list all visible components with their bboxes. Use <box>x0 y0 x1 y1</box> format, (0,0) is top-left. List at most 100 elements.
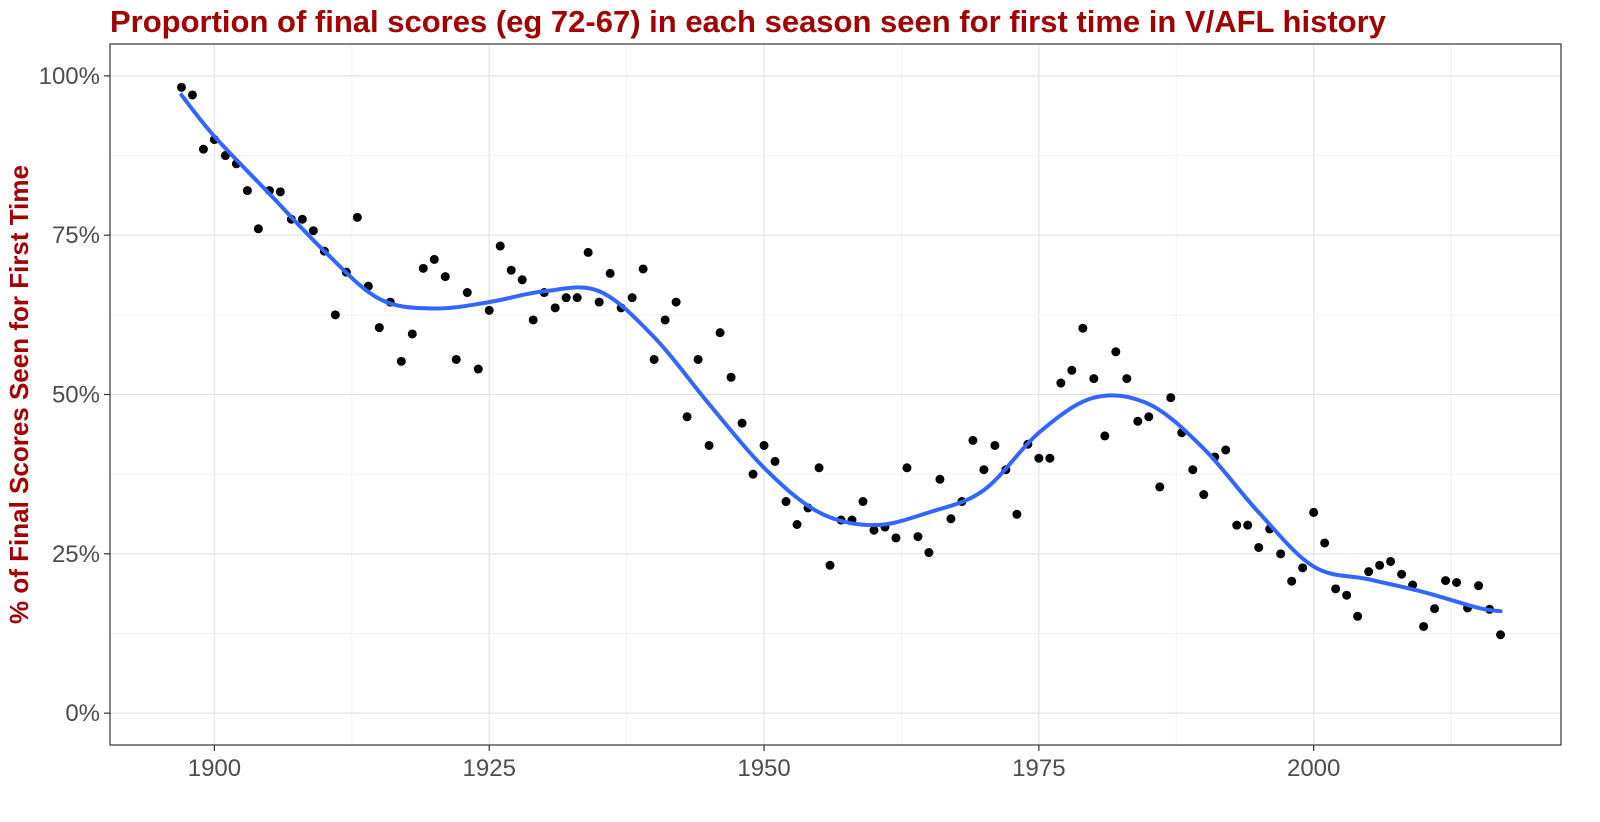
data-point <box>935 474 945 484</box>
data-point <box>583 247 593 257</box>
data-point <box>451 354 461 364</box>
data-point <box>506 265 516 275</box>
x-tick-label: 2000 <box>1287 755 1340 782</box>
data-point <box>1419 621 1429 631</box>
data-point <box>418 263 428 273</box>
data-point <box>902 463 912 473</box>
data-point <box>858 497 868 507</box>
data-point <box>1078 323 1088 333</box>
y-tick-label: 100% <box>39 63 100 90</box>
data-point <box>440 272 450 282</box>
data-point <box>1221 445 1231 455</box>
x-tick-label: 1950 <box>737 755 790 782</box>
data-point <box>726 372 736 382</box>
data-point <box>1034 453 1044 463</box>
data-point <box>891 533 901 543</box>
data-point <box>462 288 472 298</box>
data-point <box>550 303 560 313</box>
data-point <box>1243 520 1253 530</box>
data-point <box>1298 563 1308 573</box>
data-point <box>770 456 780 466</box>
data-point <box>1056 378 1066 388</box>
data-point <box>1188 465 1198 475</box>
data-point <box>352 212 362 222</box>
data-point <box>715 328 725 338</box>
data-point <box>924 548 934 558</box>
data-point <box>561 293 571 303</box>
data-point <box>1133 416 1143 426</box>
data-point <box>1397 569 1407 579</box>
data-point <box>1474 581 1484 591</box>
data-point <box>627 293 637 303</box>
data-point <box>198 144 208 154</box>
data-point <box>242 186 252 196</box>
data-point <box>1452 577 1462 587</box>
data-point <box>407 329 417 339</box>
y-tick-label: 25% <box>52 541 100 568</box>
y-tick-label: 0% <box>65 700 100 727</box>
data-point <box>660 315 670 325</box>
data-point <box>396 356 406 366</box>
data-point <box>473 364 483 374</box>
data-point <box>1342 590 1352 600</box>
data-point <box>176 82 186 92</box>
data-point <box>594 297 604 307</box>
data-point <box>1045 453 1055 463</box>
y-tick-label: 75% <box>52 222 100 249</box>
data-point <box>253 224 263 234</box>
data-point <box>748 469 758 479</box>
data-point <box>1166 393 1176 403</box>
data-point <box>1309 507 1319 517</box>
x-tick-label: 1925 <box>463 755 516 782</box>
data-point <box>308 226 318 236</box>
data-point <box>1089 374 1099 384</box>
data-point <box>187 90 197 100</box>
x-tick-label: 1900 <box>188 755 241 782</box>
data-point <box>968 435 978 445</box>
data-point <box>814 463 824 473</box>
data-point <box>1254 542 1264 552</box>
grid-lines <box>110 44 1561 745</box>
data-point <box>759 440 769 450</box>
data-point <box>693 354 703 364</box>
data-point <box>704 440 714 450</box>
data-point <box>1331 584 1341 594</box>
data-point <box>869 525 879 535</box>
data-point <box>1012 509 1022 519</box>
data-point <box>275 187 285 197</box>
data-point <box>792 520 802 530</box>
data-point <box>1441 576 1451 586</box>
data-point <box>484 305 494 315</box>
data-point <box>1199 490 1209 500</box>
data-point <box>649 354 659 364</box>
data-point <box>1232 520 1242 530</box>
data-point <box>1287 576 1297 586</box>
data-point <box>1276 549 1286 559</box>
data-point <box>517 275 527 285</box>
data-point <box>671 297 681 307</box>
data-point <box>682 412 692 422</box>
data-point <box>946 514 956 524</box>
smoothed-trend-line <box>179 92 1503 614</box>
data-point <box>1375 560 1385 570</box>
data-point <box>1144 412 1154 422</box>
axis-ticks: 1900 1925 1950 1975 2000 0% 25% 50% 75% 100% <box>39 63 1341 782</box>
data-point <box>1430 604 1440 614</box>
data-point <box>1155 482 1165 492</box>
data-point <box>495 241 505 251</box>
data-point <box>572 293 582 303</box>
data-point <box>1122 374 1132 384</box>
data-point <box>990 440 1000 450</box>
data-point <box>1111 347 1121 357</box>
x-tick-label: 1975 <box>1012 755 1065 782</box>
data-point <box>638 264 648 274</box>
data-point <box>374 323 384 333</box>
data-point <box>825 560 835 570</box>
y-axis-label: % of Final Scores Seen for First Time <box>4 165 34 624</box>
chart-title: Proportion of final scores (eg 72-67) in… <box>110 4 1387 39</box>
data-points <box>176 82 1506 640</box>
y-tick-label: 50% <box>52 382 100 409</box>
data-point <box>605 268 615 278</box>
data-point <box>1320 538 1330 548</box>
